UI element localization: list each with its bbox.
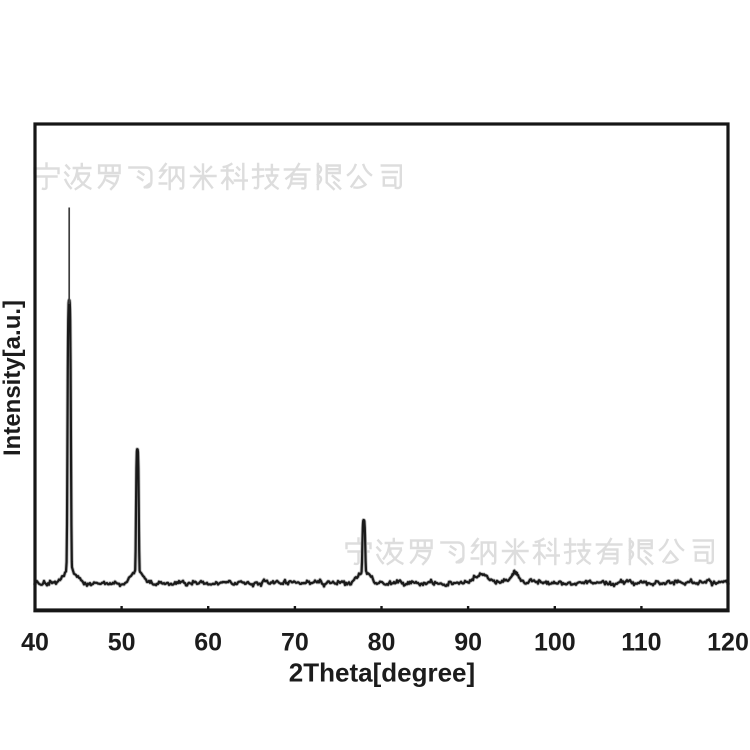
svg-text:Intensity[a.u.]: Intensity[a.u.] — [0, 300, 26, 456]
svg-text:50: 50 — [108, 629, 136, 657]
svg-text:110: 110 — [621, 629, 661, 657]
svg-text:90: 90 — [454, 629, 482, 657]
svg-text:70: 70 — [281, 629, 309, 657]
svg-text:120: 120 — [707, 629, 749, 657]
svg-text:60: 60 — [194, 629, 222, 657]
svg-text:40: 40 — [21, 629, 49, 657]
svg-text:100: 100 — [534, 629, 576, 657]
svg-text:80: 80 — [368, 629, 396, 657]
svg-text:2Theta[degree]: 2Theta[degree] — [289, 658, 475, 688]
